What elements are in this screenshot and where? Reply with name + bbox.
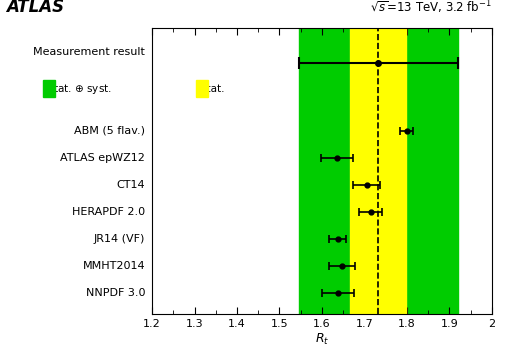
Text: NNPDF 3.0: NNPDF 3.0	[86, 288, 146, 297]
FancyBboxPatch shape	[196, 80, 208, 97]
Text: ATLAS: ATLAS	[6, 0, 64, 16]
Text: CT14: CT14	[117, 179, 146, 190]
Text: $\sqrt{s}$=13 TeV, 3.2 fb$^{-1}$: $\sqrt{s}$=13 TeV, 3.2 fb$^{-1}$	[370, 0, 492, 16]
X-axis label: $R_t$: $R_t$	[315, 332, 329, 347]
Text: ATLAS epWZ12: ATLAS epWZ12	[60, 153, 146, 163]
Text: HERAPDF 2.0: HERAPDF 2.0	[72, 207, 146, 216]
Bar	[350, 28, 407, 314]
Text: stat. $\oplus$ syst.: stat. $\oplus$ syst.	[48, 82, 112, 96]
Text: Measurement result: Measurement result	[33, 46, 146, 57]
FancyBboxPatch shape	[44, 80, 55, 97]
Text: ABM (5 flav.): ABM (5 flav.)	[75, 126, 146, 135]
Text: MMHT2014: MMHT2014	[83, 260, 146, 270]
Bar	[299, 28, 458, 314]
Text: JR14 (VF): JR14 (VF)	[94, 233, 146, 244]
Text: stat.: stat.	[201, 84, 225, 94]
